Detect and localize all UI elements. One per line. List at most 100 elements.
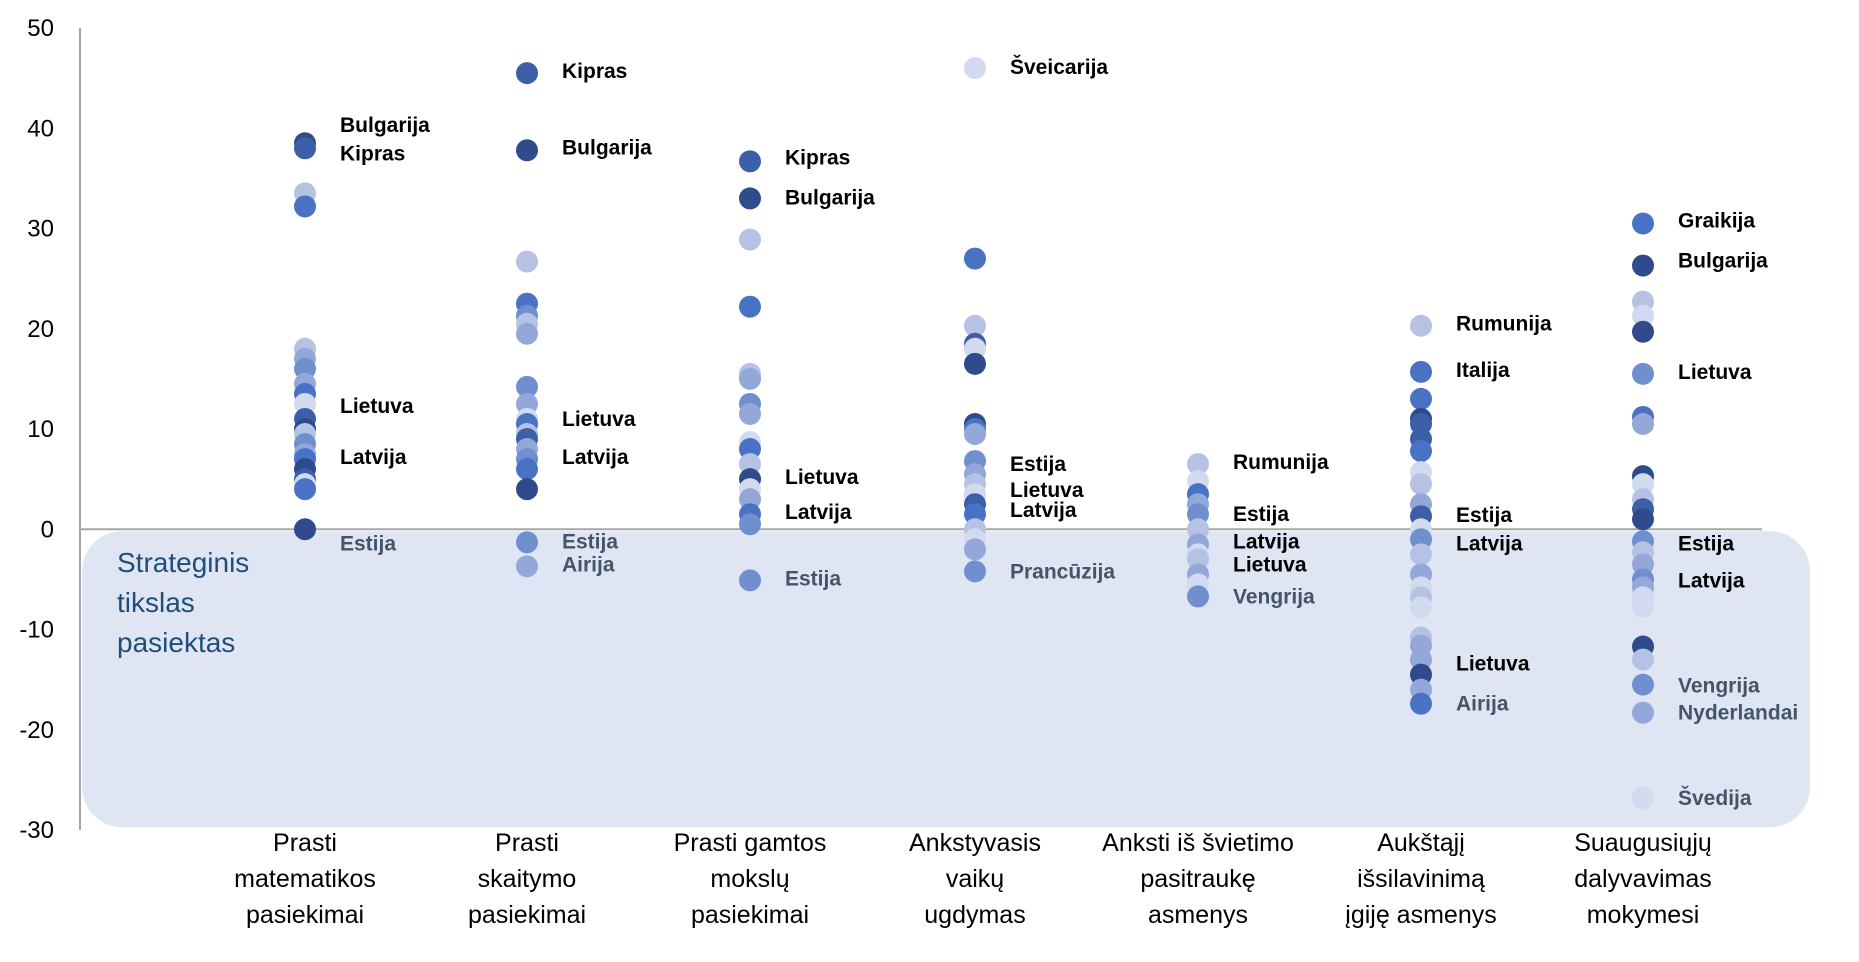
data-point [1632, 473, 1654, 496]
category-label-line: Prasti [495, 829, 559, 857]
data-point [1410, 387, 1432, 410]
country-label: Latvija [340, 446, 407, 469]
y-tick-label: 30 [27, 216, 54, 243]
y-tick-label: 0 [41, 516, 54, 543]
data-point [1410, 440, 1432, 463]
country-label: Vengrija [1233, 585, 1315, 608]
category-label-line: įgiję asmenys [1345, 901, 1496, 929]
data-point [1187, 585, 1209, 608]
data-point [294, 357, 316, 380]
category-label-line: skaitymo [478, 865, 577, 893]
category-label-line: dalyvavimas [1574, 865, 1712, 893]
data-point [516, 322, 538, 345]
data-point [516, 62, 538, 85]
data-point [739, 367, 761, 390]
data-point [516, 392, 538, 415]
data-point [1632, 212, 1654, 235]
data-point [1632, 595, 1654, 618]
country-label: Lietuva [785, 466, 859, 489]
data-point [1410, 596, 1432, 619]
goal-zone [82, 531, 1810, 828]
category-label-line: matematikos [234, 865, 376, 893]
data-point [1410, 692, 1432, 715]
y-tick-label: -10 [19, 617, 54, 644]
category-label: Ankstyvasis vaikų ugdymas [909, 829, 1041, 929]
data-point [516, 139, 538, 162]
category-label-line: pasiekimai [691, 901, 809, 929]
country-label: Latvija [1010, 499, 1077, 522]
country-label: Latvija [1456, 532, 1523, 555]
goal-zone-label-line: Strateginis [117, 547, 249, 578]
goal-zone-label-line: tikslas [117, 587, 195, 618]
data-point [739, 453, 761, 476]
data-point [294, 137, 316, 160]
data-point [1632, 320, 1654, 343]
country-label: Vengrija [1678, 675, 1760, 698]
data-point [294, 392, 316, 415]
data-point [1410, 648, 1432, 671]
country-label: Šveicarija [1010, 55, 1108, 79]
data-point [516, 375, 538, 398]
country-label: Prancūzija [1010, 560, 1115, 583]
data-point [516, 458, 538, 481]
data-point [964, 57, 986, 80]
data-point [964, 503, 986, 526]
data-point [1632, 648, 1654, 671]
country-label: Latvija [785, 501, 852, 524]
data-point [516, 478, 538, 501]
category-label-line: pasiekimai [468, 901, 586, 929]
data-point [1410, 473, 1432, 496]
country-label: Latvija [1678, 569, 1745, 592]
data-point [1187, 548, 1209, 571]
country-label: Kipras [785, 146, 850, 169]
data-point [964, 314, 986, 337]
data-point [1632, 786, 1654, 809]
data-point [964, 352, 986, 375]
data-point [1632, 412, 1654, 435]
data-point [294, 195, 316, 218]
data-point [1632, 701, 1654, 724]
data-point [294, 518, 316, 541]
category-label-line: pasiekimai [246, 901, 364, 929]
category-label: Suaugusiųjų dalyvavimas mokymesi [1574, 829, 1712, 929]
data-point [1187, 453, 1209, 476]
category-label-line: mokslų [710, 865, 789, 893]
data-point [516, 531, 538, 554]
data-point [964, 538, 986, 561]
data-point [1632, 304, 1654, 327]
data-point [1632, 553, 1654, 576]
data-point [964, 337, 986, 360]
data-point [294, 478, 316, 501]
country-label: Graikija [1678, 209, 1755, 232]
data-point [739, 569, 761, 592]
country-label: Rumunija [1233, 451, 1329, 474]
category-label-line: Aukštąjį [1377, 829, 1465, 857]
category-label-line: Anksti iš švietimo [1102, 829, 1294, 857]
category-label-line: asmenys [1148, 901, 1248, 929]
category-label: Prasti gamtos mokslų pasiekimai [674, 829, 827, 929]
country-label: Lietuva [562, 408, 636, 431]
country-label: Estija [340, 532, 396, 555]
data-point [1410, 314, 1432, 337]
data-point [1187, 518, 1209, 541]
category-label-line: pasitraukę [1140, 865, 1255, 893]
country-label: Bulgarija [562, 136, 652, 159]
country-label: Latvija [562, 446, 629, 469]
data-point [739, 150, 761, 173]
data-point [516, 555, 538, 578]
y-tick-label: -20 [19, 717, 54, 744]
country-label: Rumunija [1456, 313, 1552, 336]
data-point [1632, 362, 1654, 385]
category-labels: Prasti matematikos pasiekimai Prasti skaitym… [234, 829, 1712, 929]
data-point [739, 513, 761, 536]
data-point [1632, 673, 1654, 696]
data-point [1632, 508, 1654, 531]
country-label: Airija [1456, 693, 1509, 716]
country-label: Lietuva [1678, 361, 1752, 384]
data-point [1410, 543, 1432, 566]
data-point [1410, 360, 1432, 383]
goal-zone-label: Strateginis tikslas pasiektas [117, 547, 249, 658]
category-label: Prasti matematikos pasiekimai [234, 829, 376, 929]
category-label-line: Prasti gamtos [674, 829, 827, 857]
